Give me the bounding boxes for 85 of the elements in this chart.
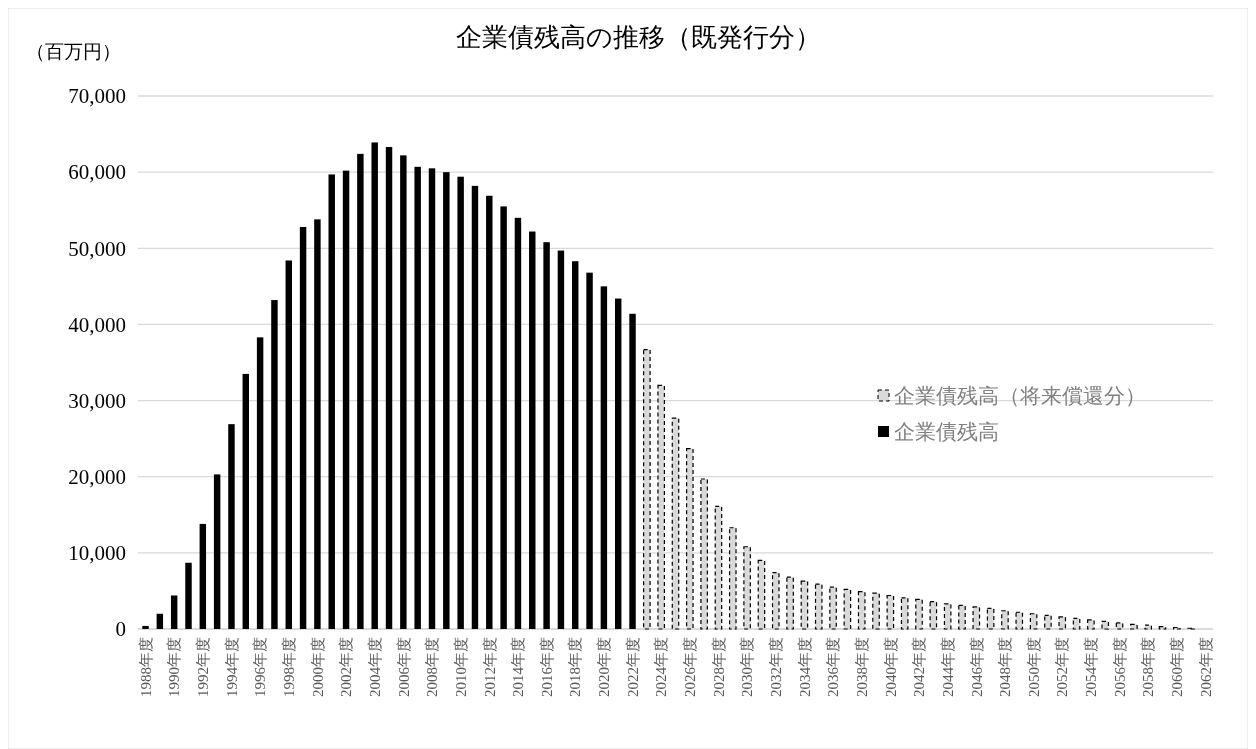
- x-tick-label: 2060年度: [1169, 637, 1186, 697]
- x-tick-label: 2022年度: [624, 637, 641, 697]
- x-tick-label: 2006年度: [395, 637, 412, 697]
- x-tick-label: 2028年度: [710, 637, 727, 697]
- x-tick-label: 2014年度: [510, 637, 527, 697]
- x-tick-label: 1992年度: [195, 637, 212, 697]
- bar: [543, 242, 550, 629]
- bar: [471, 185, 479, 629]
- bar: [342, 170, 350, 629]
- x-tick-label: 2046年度: [968, 637, 985, 697]
- y-tick-label: 50,000: [68, 236, 126, 261]
- x-tick-label: 2000年度: [309, 637, 326, 697]
- y-tick-label: 70,000: [68, 84, 126, 109]
- x-tick-label: 1994年度: [223, 637, 240, 697]
- x-tick-label: 1990年度: [166, 637, 183, 697]
- x-tick-label: 2024年度: [653, 637, 670, 697]
- x-tick-label: 1998年度: [281, 637, 298, 697]
- bar: [514, 217, 522, 629]
- bar: [400, 155, 407, 629]
- x-tick-label: 2026年度: [682, 637, 699, 697]
- x-tick-label: 2016年度: [538, 637, 555, 697]
- x-tick-label: 2052年度: [1054, 637, 1071, 697]
- x-tick-label: 2002年度: [338, 637, 355, 697]
- bar: [500, 206, 507, 629]
- bar: [357, 153, 364, 629]
- bar: [271, 300, 278, 629]
- bar: [213, 474, 221, 629]
- bar: [414, 166, 421, 629]
- legend-label: 企業債残高（将来償還分）: [894, 384, 1146, 409]
- bar: [443, 172, 450, 629]
- bar: [185, 562, 192, 629]
- y-tick-label: 60,000: [68, 160, 126, 185]
- bar: [457, 176, 464, 629]
- legend-label: 企業債残高: [894, 420, 999, 445]
- x-tick-label: 2050年度: [1025, 637, 1042, 697]
- bar: [486, 195, 493, 629]
- x-tick-label: 2062年度: [1197, 637, 1214, 697]
- x-tick-label: 1996年度: [252, 637, 269, 697]
- y-tick-label: 20,000: [68, 465, 126, 490]
- bar: [142, 625, 149, 629]
- bar: [170, 595, 178, 629]
- x-tick-label: 2030年度: [739, 637, 756, 697]
- bar: [428, 168, 436, 629]
- bar: [557, 250, 565, 629]
- bar: [600, 286, 608, 629]
- x-tick-label: 2058年度: [1140, 637, 1157, 697]
- x-tick-label: 2020年度: [596, 637, 613, 697]
- bar: [629, 313, 636, 629]
- y-tick-label: 0: [115, 617, 126, 642]
- x-tick-label: 1988年度: [137, 637, 154, 697]
- bar: [529, 231, 536, 629]
- x-tick-label: 2018年度: [567, 637, 584, 697]
- y-axis-title: （百万円）: [26, 41, 121, 62]
- bar: [299, 226, 307, 629]
- x-tick-label: 2038年度: [853, 637, 870, 697]
- y-tick-label: 10,000: [68, 541, 126, 566]
- bar: [371, 142, 378, 629]
- bar: [242, 373, 250, 629]
- bar: [328, 174, 335, 629]
- x-tick-label: 2004年度: [366, 637, 383, 697]
- y-tick-label: 40,000: [68, 312, 126, 337]
- bar: [572, 261, 579, 629]
- x-tick-label: 2056年度: [1111, 637, 1128, 697]
- chart-title: 企業債残高の推移（既発行分）: [455, 23, 821, 52]
- y-tick-label: 30,000: [68, 388, 126, 413]
- x-tick-label: 2036年度: [825, 637, 842, 697]
- bar: [285, 260, 292, 629]
- x-tick-label: 2008年度: [424, 637, 441, 697]
- x-tick-label: 2048年度: [997, 637, 1014, 697]
- bar: [314, 219, 321, 629]
- x-tick-label: 2044年度: [939, 637, 956, 697]
- bar: [256, 337, 264, 629]
- x-tick-label: 2032年度: [768, 637, 785, 697]
- bar: [385, 147, 393, 629]
- bar: [614, 298, 622, 629]
- bar: [199, 523, 207, 629]
- x-tick-label: 2042年度: [911, 637, 928, 697]
- bar: [156, 613, 164, 629]
- x-tick-label: 2034年度: [796, 637, 813, 697]
- bar: [586, 272, 593, 629]
- x-tick-label: 2040年度: [882, 637, 899, 697]
- bar: [228, 424, 235, 629]
- x-tick-label: 2010年度: [452, 637, 469, 697]
- x-tick-label: 2054年度: [1083, 637, 1100, 697]
- x-tick-label: 2012年度: [481, 637, 498, 697]
